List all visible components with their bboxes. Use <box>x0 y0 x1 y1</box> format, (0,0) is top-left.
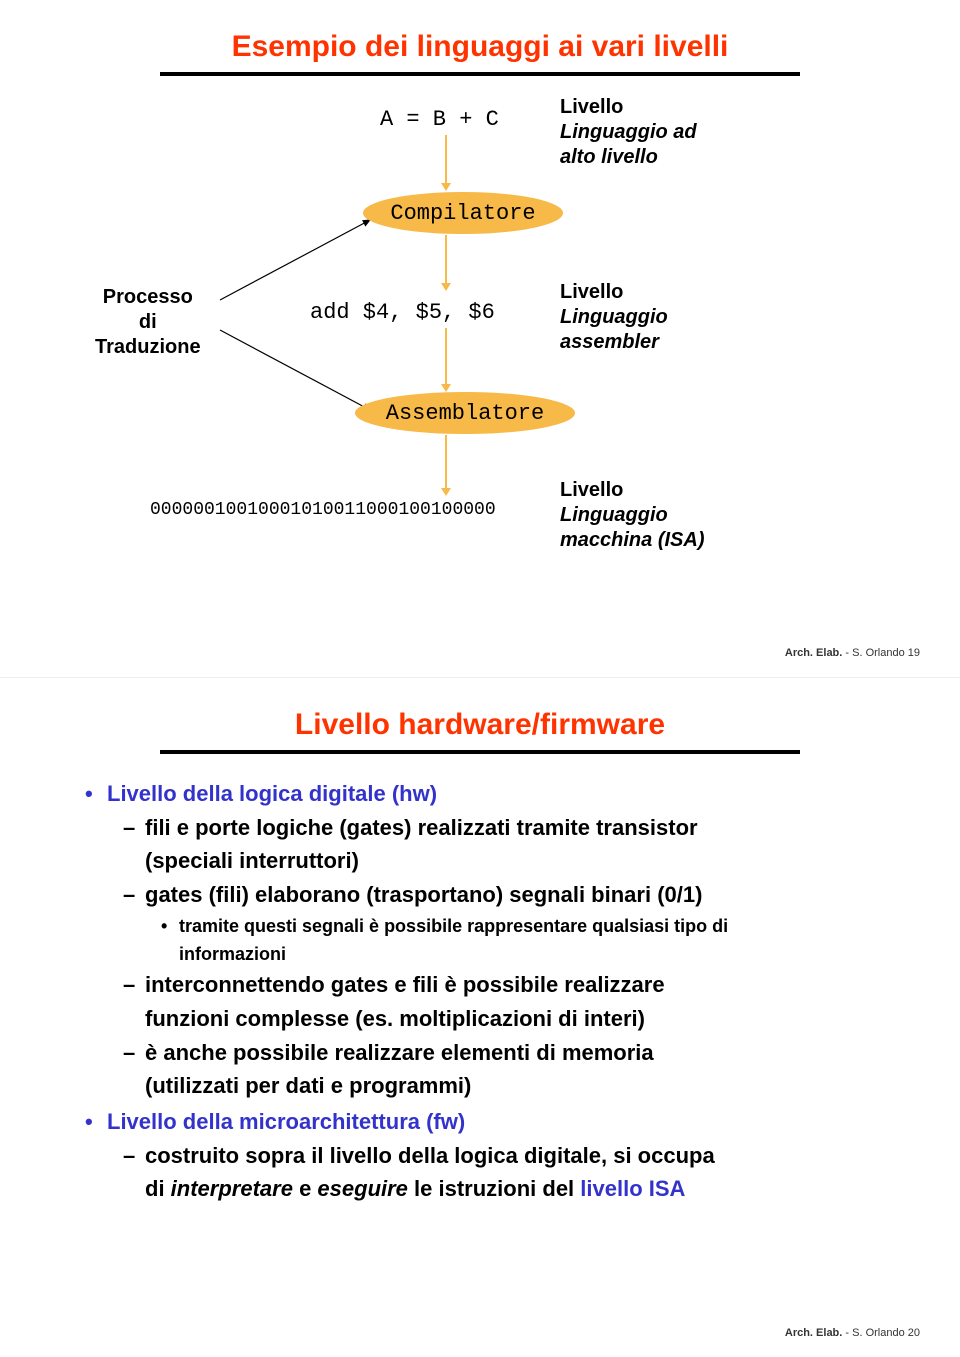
label-isa-line2: Linguaggio <box>560 504 668 526</box>
label-isa-line1: Livello <box>560 479 623 501</box>
bullet-l1-fw: •Livello della microarchitettura (fw) <box>85 1107 875 1137</box>
bullet-l2-gates: –fili e porte logiche (gates) realizzati… <box>123 813 875 843</box>
title-underline-2 <box>160 750 800 754</box>
assemblatore-ellipse: Assemblatore <box>355 392 575 434</box>
code-asm: add $4, $5, $6 <box>310 300 495 325</box>
arrow-assemblatore-to-bin <box>445 435 447 490</box>
label-hl-line2: Linguaggio ad <box>560 121 697 143</box>
bullet-l2-gates-cont: (speciali interruttori) <box>145 846 875 876</box>
text-b1-3b: funzioni complesse (es. moltiplicazioni … <box>145 1006 645 1031</box>
text-b2-1b-mid: e <box>293 1176 317 1201</box>
text-b1-1a: fili e porte logiche (gates) realizzati … <box>145 815 698 840</box>
arrow-asm-to-assemblatore <box>445 328 447 386</box>
footer-bold-2: Arch. Elab. <box>785 1327 842 1339</box>
arrow-comp-to-asm <box>445 235 447 285</box>
compilatore-text: Compilatore <box>390 201 535 226</box>
text-b1-1b: (speciali interruttori) <box>145 848 359 873</box>
label-isa: Livello Linguaggio macchina (ISA) <box>560 478 704 553</box>
bullet-l2-signals: –gates (fili) elaborano (trasportano) se… <box>123 880 875 910</box>
label-isa-line3: macchina (ISA) <box>560 529 704 551</box>
slide-1: Esempio dei linguaggi ai vari livelli A … <box>0 0 960 678</box>
bullet-l3-info: •tramite questi segnali è possibile rapp… <box>161 914 875 938</box>
processo-line1: Processo <box>103 286 193 308</box>
text-b1: Livello della logica digitale (hw) <box>107 781 437 806</box>
text-b1-3a: interconnettendo gates e fili è possibil… <box>145 972 665 997</box>
slide1-footer: Arch. Elab. - S. Orlando 19 <box>785 647 920 659</box>
label-asm-line3: assembler <box>560 331 659 353</box>
bullet-l2-memory-cont: (utilizzati per dati e programmi) <box>145 1071 875 1101</box>
label-asm-line1: Livello <box>560 281 623 303</box>
label-asm-line2: Linguaggio <box>560 306 668 328</box>
text-b1-2: gates (fili) elaborano (trasportano) seg… <box>145 882 702 907</box>
title-underline <box>160 72 800 76</box>
text-b2-1b-it2: eseguire <box>317 1176 408 1201</box>
arrow-hl-to-comp <box>445 135 447 185</box>
assemblatore-text: Assemblatore <box>386 401 544 426</box>
footer-rest: - S. Orlando 19 <box>842 647 920 659</box>
footer-bold: Arch. Elab. <box>785 647 842 659</box>
bullet-l2-built-cont: di interpretare e eseguire le istruzioni… <box>145 1174 875 1204</box>
text-b2-1a: costruito sopra il livello della logica … <box>145 1143 715 1168</box>
label-asm: Livello Linguaggio assembler <box>560 280 668 355</box>
code-high-level: A = B + C <box>380 107 499 132</box>
text-b2: Livello della microarchitettura (fw) <box>107 1109 465 1134</box>
text-b1-4a: è anche possibile realizzare elementi di… <box>145 1040 654 1065</box>
text-b2-1b-post: le istruzioni del <box>408 1176 580 1201</box>
processo-line3: Traduzione <box>95 336 201 358</box>
bullet-l2-built: –costruito sopra il livello della logica… <box>123 1141 875 1171</box>
text-b1-2-1a: tramite questi segnali è possibile rappr… <box>179 916 728 936</box>
text-b1-4b: (utilizzati per dati e programmi) <box>145 1073 471 1098</box>
text-b2-1b-kw: livello ISA <box>580 1176 685 1201</box>
slide2-footer: Arch. Elab. - S. Orlando 20 <box>785 1327 920 1339</box>
footer-rest-2: - S. Orlando 20 <box>842 1327 920 1339</box>
slide2-title: Livello hardware/firmware <box>50 708 910 742</box>
bullet-l2-interconnect-cont: funzioni complesse (es. moltiplicazioni … <box>145 1004 875 1034</box>
compilatore-ellipse: Compilatore <box>363 192 563 234</box>
text-b2-1b-pre: di <box>145 1176 171 1201</box>
label-hl-line3: alto livello <box>560 146 658 168</box>
text-b1-2-1b: informazioni <box>179 944 286 964</box>
processo-label: Processo di Traduzione <box>95 285 201 360</box>
bullet-l3-info-cont: informazioni <box>179 942 875 966</box>
label-high-level: Livello Linguaggio ad alto livello <box>560 95 697 170</box>
bullet-l2-memory: –è anche possibile realizzare elementi d… <box>123 1038 875 1068</box>
processo-line2: di <box>139 311 157 333</box>
slide-2: Livello hardware/firmware •Livello della… <box>0 678 960 1357</box>
bullet-l2-interconnect: –interconnettendo gates e fili è possibi… <box>123 970 875 1000</box>
text-b2-1b-it1: interpretare <box>171 1176 293 1201</box>
slide1-title: Esempio dei linguaggi ai vari livelli <box>50 30 910 64</box>
label-hl-line1: Livello <box>560 96 623 118</box>
code-binary: 00000010010001010011000100100000 <box>150 500 496 520</box>
slide2-content: •Livello della logica digitale (hw) –fil… <box>50 779 910 1204</box>
bullet-l1-hw: •Livello della logica digitale (hw) <box>85 779 875 809</box>
